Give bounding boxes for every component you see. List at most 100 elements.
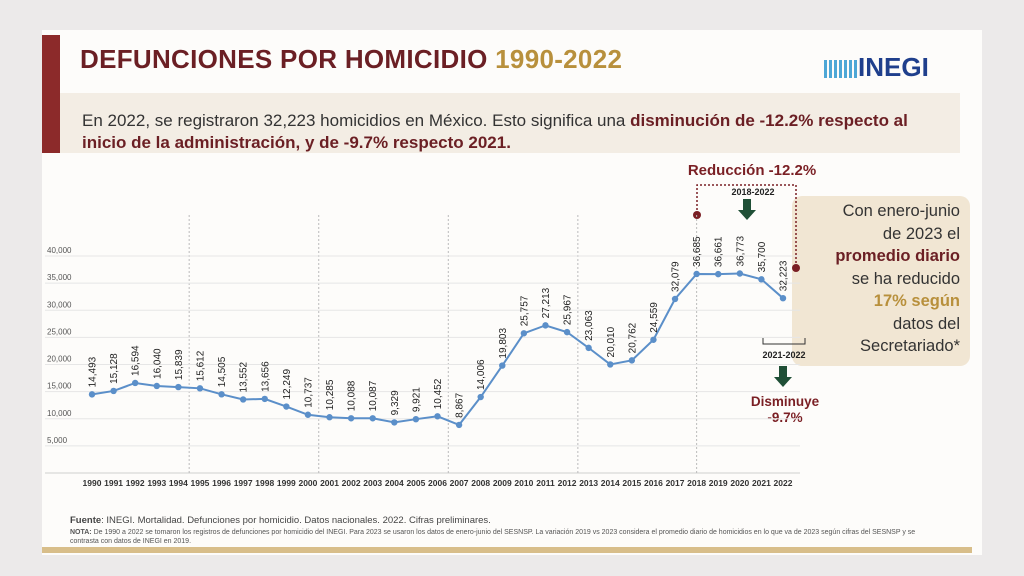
x-tick-label: 2014 xyxy=(601,478,620,488)
x-tick-label: 2010 xyxy=(514,478,533,488)
accent-bar xyxy=(42,35,60,153)
title: DEFUNCIONES POR HOMICIDIO 1990-2022 xyxy=(80,44,622,75)
data-point xyxy=(175,383,182,391)
x-tick-label: 2002 xyxy=(342,478,361,488)
data-point xyxy=(218,391,225,398)
logo-text: INEGI xyxy=(858,52,929,82)
reduction-label: Reducción -12.2% xyxy=(688,162,816,179)
x-tick-label: 2000 xyxy=(298,478,317,488)
data-point xyxy=(261,395,268,403)
data-label: 15,612 xyxy=(195,350,206,381)
bottom-bar xyxy=(42,547,972,553)
x-tick-label: 2005 xyxy=(406,478,425,488)
data-label: 9,921 xyxy=(411,387,422,412)
data-point xyxy=(779,294,787,302)
data-label: 36,685 xyxy=(692,236,703,267)
data-point xyxy=(434,413,441,420)
source-text: : INEGI. Mortalidad. Defunciones por hom… xyxy=(101,515,491,526)
x-tick-label: 2016 xyxy=(644,478,663,488)
data-point xyxy=(499,362,506,369)
note-line: Secretariado* xyxy=(860,337,960,355)
x-tick-label: 1992 xyxy=(126,478,145,488)
y-tick-label: 30,000 xyxy=(47,300,72,309)
data-label: 10,737 xyxy=(303,377,314,408)
x-tick-label: 2012 xyxy=(558,478,577,488)
data-label: 14,505 xyxy=(217,356,228,387)
data-label: 23,063 xyxy=(584,310,595,341)
data-point xyxy=(88,391,96,398)
x-tick-label: 2011 xyxy=(536,478,555,488)
data-label: 36,661 xyxy=(714,236,725,267)
data-label: 9,329 xyxy=(390,390,401,415)
data-label: 15,128 xyxy=(109,353,120,384)
data-point xyxy=(455,421,463,429)
data-label: 8,867 xyxy=(455,392,466,417)
decrease-value: -9.7% xyxy=(767,410,802,425)
note-label: NOTA: xyxy=(70,529,92,536)
reduction-bracket xyxy=(696,184,797,268)
x-tick-label: 2020 xyxy=(730,478,749,488)
data-label: 10,087 xyxy=(368,380,379,411)
data-point xyxy=(671,295,679,303)
data-point xyxy=(131,379,139,387)
x-tick-label: 1995 xyxy=(191,478,210,488)
y-tick-label: 35,000 xyxy=(47,273,72,282)
data-label: 12,249 xyxy=(282,369,293,400)
x-tick-label: 2009 xyxy=(493,478,512,488)
source-label: Fuente xyxy=(70,515,102,526)
data-point xyxy=(563,328,571,336)
subtitle-bold: disminución de -12.2% respecto al inicio… xyxy=(82,111,908,152)
x-tick-label: 2006 xyxy=(428,478,447,488)
x-tick-label: 2017 xyxy=(666,478,685,488)
note-box: Con enero-junio de 2023 el promedio diar… xyxy=(792,196,970,366)
data-label: 20,010 xyxy=(606,326,617,357)
title-highlight: 1990-2022 xyxy=(495,44,623,74)
y-tick-label: 25,000 xyxy=(47,327,72,336)
data-label: 35,700 xyxy=(757,241,768,272)
data-point xyxy=(304,411,312,418)
data-point xyxy=(110,387,117,395)
x-tick-label: 2021 xyxy=(752,478,771,488)
subtitle-text: En 2022, se registraron 32,223 homicidio… xyxy=(82,111,626,130)
x-tick-label: 2001 xyxy=(320,478,339,488)
data-point xyxy=(693,270,700,278)
x-tick-label: 2018 xyxy=(687,478,706,488)
y-tick-label: 15,000 xyxy=(47,382,72,391)
data-point xyxy=(196,385,204,392)
x-tick-label: 1999 xyxy=(277,478,296,488)
data-label: 20,762 xyxy=(627,322,638,353)
x-tick-label: 2015 xyxy=(622,478,641,488)
data-label: 27,213 xyxy=(541,287,552,318)
data-label: 32,079 xyxy=(671,261,682,292)
decrease-label: Disminuye xyxy=(751,394,820,409)
slide: DEFUNCIONES POR HOMICIDIO 1990-2022 INEG… xyxy=(42,30,982,555)
source: Fuente: INEGI. Mortalidad. Defunciones p… xyxy=(70,515,491,526)
data-point xyxy=(283,403,290,410)
note: NOTA: De 1990 a 2022 se tomaron los regi… xyxy=(70,528,920,546)
data-label: 25,757 xyxy=(519,295,530,326)
x-tick-label: 2013 xyxy=(579,478,598,488)
period-label: 2021-2022 xyxy=(762,350,805,360)
data-point xyxy=(758,276,765,283)
note-line: 17% según xyxy=(873,292,960,310)
x-tick-label: 1994 xyxy=(169,478,188,488)
x-tick-label: 2007 xyxy=(450,478,469,488)
x-tick-label: 2008 xyxy=(471,478,490,488)
data-point xyxy=(585,344,592,352)
data-point xyxy=(542,322,549,329)
x-tick-label: 2019 xyxy=(709,478,728,488)
note-line: Con enero-junio xyxy=(842,202,960,220)
data-label: 36,773 xyxy=(735,235,746,266)
data-label: 16,040 xyxy=(152,348,163,379)
data-label: 19,803 xyxy=(498,328,509,359)
arrow-down xyxy=(774,366,792,387)
x-tick-label: 2003 xyxy=(363,478,382,488)
x-tick-label: 1991 xyxy=(104,478,123,488)
x-tick-label: 1997 xyxy=(234,478,253,488)
data-point xyxy=(391,419,398,426)
note-line: de 2023 el xyxy=(882,224,960,243)
data-point xyxy=(412,415,420,423)
note-line: datos del xyxy=(893,314,960,333)
data-point xyxy=(715,270,722,278)
